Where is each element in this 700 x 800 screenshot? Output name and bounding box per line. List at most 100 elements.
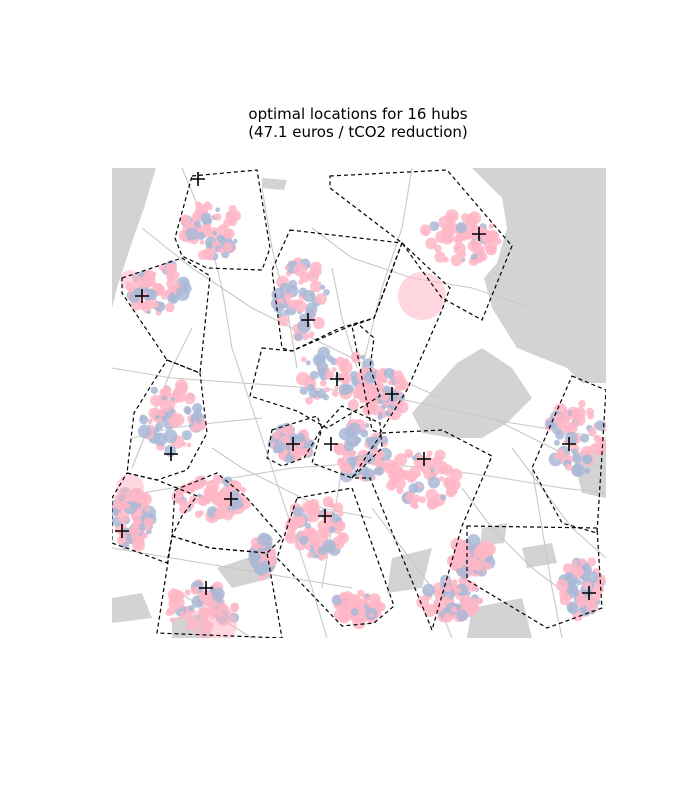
demand-point xyxy=(472,585,479,592)
demand-point xyxy=(459,250,467,258)
demand-point xyxy=(573,559,578,564)
demand-point xyxy=(380,404,386,410)
demand-point xyxy=(230,602,239,611)
demand-point xyxy=(476,597,483,605)
demand-point xyxy=(305,396,313,405)
demand-point xyxy=(473,243,479,249)
demand-point xyxy=(422,583,436,597)
demand-point xyxy=(298,279,304,285)
demand-point xyxy=(273,302,284,313)
demand-point xyxy=(571,453,582,464)
hub-boundary xyxy=(466,525,603,629)
demand-point xyxy=(453,579,458,584)
road xyxy=(531,467,563,638)
hub-marker xyxy=(472,227,486,241)
demand-point xyxy=(398,272,446,320)
demand-point xyxy=(360,429,369,438)
demand-points xyxy=(112,201,606,638)
demand-point xyxy=(188,605,195,612)
demand-point xyxy=(283,436,290,443)
demand-point xyxy=(229,490,240,501)
demand-point xyxy=(305,522,311,529)
demand-point xyxy=(556,579,569,592)
demand-point xyxy=(177,616,182,621)
demand-point xyxy=(201,589,212,601)
demand-point xyxy=(198,510,204,516)
demand-point xyxy=(277,311,284,318)
demand-point xyxy=(279,427,286,433)
demand-point xyxy=(364,423,370,428)
demand-point xyxy=(568,602,575,609)
demand-point xyxy=(345,433,360,448)
demand-point xyxy=(580,433,590,443)
hub-marker xyxy=(330,372,344,386)
demand-point xyxy=(272,431,281,440)
demand-point xyxy=(405,492,415,502)
demand-point xyxy=(564,593,571,600)
demand-point xyxy=(186,442,192,448)
demand-point xyxy=(251,552,262,562)
hub-marker xyxy=(224,492,238,506)
demand-point xyxy=(142,532,148,539)
demand-point xyxy=(447,214,453,220)
demand-point xyxy=(351,354,361,363)
demand-point xyxy=(376,450,385,459)
demand-point xyxy=(345,384,355,394)
demand-point xyxy=(216,234,225,243)
demand-point xyxy=(312,540,319,547)
water-area xyxy=(112,168,156,308)
demand-point xyxy=(455,545,462,552)
demand-point xyxy=(578,558,586,566)
demand-point xyxy=(419,496,426,504)
demand-point xyxy=(455,587,462,594)
demand-point xyxy=(461,565,468,572)
water-area xyxy=(522,543,557,568)
demand-point xyxy=(570,410,577,417)
demand-point xyxy=(312,317,325,330)
demand-point xyxy=(168,263,177,272)
demand-point xyxy=(162,386,172,396)
demand-point xyxy=(284,531,298,544)
demand-point xyxy=(399,384,406,391)
demand-point xyxy=(307,509,321,523)
demand-point xyxy=(433,605,442,614)
demand-point xyxy=(470,229,475,235)
demand-point xyxy=(277,315,289,327)
demand-point xyxy=(449,560,460,571)
demand-point xyxy=(395,400,409,414)
water-area xyxy=(387,548,432,593)
demand-point xyxy=(339,360,353,374)
demand-point xyxy=(192,610,197,615)
road xyxy=(331,267,358,369)
demand-point xyxy=(299,386,308,395)
demand-point xyxy=(195,417,202,424)
demand-point xyxy=(486,232,495,240)
demand-point xyxy=(308,331,315,338)
demand-point xyxy=(223,229,233,239)
demand-point xyxy=(130,532,140,542)
demand-point xyxy=(442,464,454,476)
demand-point xyxy=(555,430,565,440)
demand-point xyxy=(214,213,222,221)
demand-point xyxy=(160,292,168,300)
hub-boundary xyxy=(126,359,208,481)
demand-point xyxy=(273,441,286,454)
water-area xyxy=(467,598,532,638)
demand-point xyxy=(181,430,192,441)
hub-marker xyxy=(417,452,431,466)
demand-point xyxy=(328,501,334,508)
demand-point xyxy=(429,221,440,231)
demand-point xyxy=(417,483,422,488)
road xyxy=(511,447,606,559)
demand-point xyxy=(468,559,475,565)
demand-point xyxy=(444,584,453,593)
demand-point xyxy=(364,370,377,384)
demand-point xyxy=(192,402,203,414)
demand-point xyxy=(339,592,347,600)
demand-point xyxy=(484,239,497,253)
hub-boundary xyxy=(329,169,513,321)
demand-point xyxy=(318,545,328,556)
demand-point xyxy=(137,424,152,439)
demand-point xyxy=(427,476,440,489)
demand-point xyxy=(197,232,206,240)
